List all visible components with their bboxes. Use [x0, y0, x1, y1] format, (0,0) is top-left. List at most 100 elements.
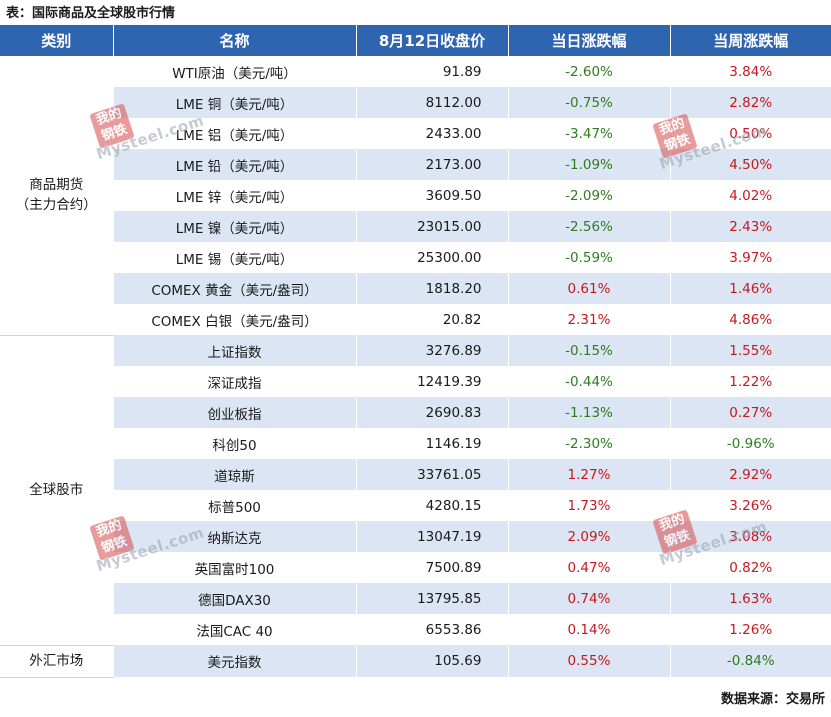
category-sublabel: （主力合约）	[15, 197, 97, 214]
table-row: 深证成指 12419.39 -0.44% 1.22%	[0, 366, 831, 397]
daily-change: -2.60%	[507, 56, 670, 87]
weekly-change: 4.50%	[669, 149, 831, 180]
instrument-name: COMEX 黄金（美元/盎司）	[112, 273, 356, 304]
daily-change: 2.09%	[507, 521, 670, 552]
table-row: COMEX 白银（美元/盎司） 20.82 2.31% 4.86%	[0, 304, 831, 335]
category-cell: 外汇市场	[0, 645, 113, 678]
instrument-name: LME 铝（美元/吨）	[112, 118, 356, 149]
header-category: 类别	[0, 25, 113, 56]
header-row: 类别 名称 8月12日收盘价 当日涨跌幅 当周涨跌幅	[0, 25, 831, 56]
close-price: 1818.20	[355, 273, 508, 304]
table-row: 道琼斯 33761.05 1.27% 2.92%	[0, 459, 831, 490]
instrument-name: WTI原油（美元/吨）	[112, 56, 356, 87]
header-weekly: 当周涨跌幅	[669, 25, 831, 56]
close-price: 7500.89	[355, 552, 508, 583]
table-row: 外汇市场 美元指数 105.69 0.55% -0.84%	[0, 645, 831, 678]
table-body: 商品期货 （主力合约） WTI原油（美元/吨） 91.89 -2.60% 3.84% LME…	[0, 56, 831, 678]
table-row: 标普500 4280.15 1.73% 3.26%	[0, 490, 831, 521]
daily-change: 1.27%	[507, 459, 670, 490]
close-price: 4280.15	[355, 490, 508, 521]
close-price: 8112.00	[355, 87, 508, 118]
weekly-change: 3.26%	[669, 490, 831, 521]
instrument-name: 创业板指	[112, 397, 356, 428]
weekly-change: 2.43%	[669, 211, 831, 242]
table-row: COMEX 黄金（美元/盎司） 1818.20 0.61% 1.46%	[0, 273, 831, 304]
close-price: 91.89	[355, 56, 508, 87]
category-cell: 商品期货 （主力合约）	[0, 56, 113, 336]
instrument-name: 德国DAX30	[112, 583, 356, 614]
data-source-note: 数据来源：交易所	[720, 692, 825, 707]
close-price: 3276.89	[355, 335, 508, 366]
weekly-change: 1.26%	[669, 614, 831, 645]
weekly-change: 3.84%	[669, 56, 831, 87]
close-price: 2173.00	[355, 149, 508, 180]
weekly-change: 0.82%	[669, 552, 831, 583]
table-row: 英国富时100 7500.89 0.47% 0.82%	[0, 552, 831, 583]
weekly-change: 3.97%	[669, 242, 831, 273]
table-row: LME 铝（美元/吨） 2433.00 -3.47% 0.50%	[0, 118, 831, 149]
weekly-change: 1.63%	[669, 583, 831, 614]
daily-change: -2.56%	[507, 211, 670, 242]
close-price: 6553.86	[355, 614, 508, 645]
daily-change: -1.09%	[507, 149, 670, 180]
weekly-change: 1.22%	[669, 366, 831, 397]
weekly-change: 1.55%	[669, 335, 831, 366]
instrument-name: 深证成指	[112, 366, 356, 397]
header-name: 名称	[112, 25, 356, 56]
category-label: 全球股市	[29, 482, 84, 498]
instrument-name: LME 锌（美元/吨）	[112, 180, 356, 211]
close-price: 1146.19	[355, 428, 508, 459]
instrument-name: 法国CAC 40	[112, 614, 356, 645]
table-row: 法国CAC 40 6553.86 0.14% 1.26%	[0, 614, 831, 645]
table-caption: 表：国际商品及全球股市行情	[6, 6, 176, 21]
table-row: 全球股市 上证指数 3276.89 -0.15% 1.55%	[0, 335, 831, 646]
daily-change: 0.61%	[507, 273, 670, 304]
close-price: 33761.05	[355, 459, 508, 490]
daily-change: -2.30%	[507, 428, 670, 459]
daily-change: -3.47%	[507, 118, 670, 149]
table-row: LME 镍（美元/吨） 23015.00 -2.56% 2.43%	[0, 211, 831, 242]
weekly-change: 2.92%	[669, 459, 831, 490]
instrument-name: 标普500	[112, 490, 356, 521]
market-table: 类别 名称 8月12日收盘价 当日涨跌幅 当周涨跌幅 商品期货 （主力合约） WTI…	[0, 25, 831, 678]
table-row: 德国DAX30 13795.85 0.74% 1.63%	[0, 583, 831, 614]
weekly-change: -0.96%	[669, 428, 831, 459]
instrument-name: COMEX 白银（美元/盎司）	[112, 304, 356, 335]
category-label: 外汇市场	[29, 653, 84, 669]
daily-change: 0.47%	[507, 552, 670, 583]
instrument-name: LME 镍（美元/吨）	[112, 211, 356, 242]
instrument-name: LME 锡（美元/吨）	[112, 242, 356, 273]
close-price: 2433.00	[355, 118, 508, 149]
instrument-name: 上证指数	[112, 335, 356, 366]
header-close: 8月12日收盘价	[355, 25, 508, 56]
table-row: 创业板指 2690.83 -1.13% 0.27%	[0, 397, 831, 428]
daily-change: 0.55%	[507, 645, 670, 677]
close-price: 23015.00	[355, 211, 508, 242]
weekly-change: 3.08%	[669, 521, 831, 552]
instrument-name: 英国富时100	[112, 552, 356, 583]
table-row: 商品期货 （主力合约） WTI原油（美元/吨） 91.89 -2.60% 3.84%	[0, 56, 831, 336]
daily-change: -0.15%	[507, 335, 670, 366]
table-row: 科创50 1146.19 -2.30% -0.96%	[0, 428, 831, 459]
instrument-name: 纳斯达克	[112, 521, 356, 552]
close-price: 2690.83	[355, 397, 508, 428]
category-cell: 全球股市	[0, 335, 113, 646]
weekly-change: 0.50%	[669, 118, 831, 149]
weekly-change: -0.84%	[669, 645, 831, 677]
daily-change: -0.44%	[507, 366, 670, 397]
close-price: 3609.50	[355, 180, 508, 211]
daily-change: -0.59%	[507, 242, 670, 273]
table-row: LME 锌（美元/吨） 3609.50 -2.09% 4.02%	[0, 180, 831, 211]
daily-change: 2.31%	[507, 304, 670, 335]
weekly-change: 0.27%	[669, 397, 831, 428]
daily-change: -0.75%	[507, 87, 670, 118]
category-label: 商品期货	[29, 177, 84, 194]
daily-change: 1.73%	[507, 490, 670, 521]
close-price: 20.82	[355, 304, 508, 335]
daily-change: -1.13%	[507, 397, 670, 428]
instrument-name: 科创50	[112, 428, 356, 459]
daily-change: 0.14%	[507, 614, 670, 645]
weekly-change: 4.86%	[669, 304, 831, 335]
daily-change: 0.74%	[507, 583, 670, 614]
close-price: 25300.00	[355, 242, 508, 273]
